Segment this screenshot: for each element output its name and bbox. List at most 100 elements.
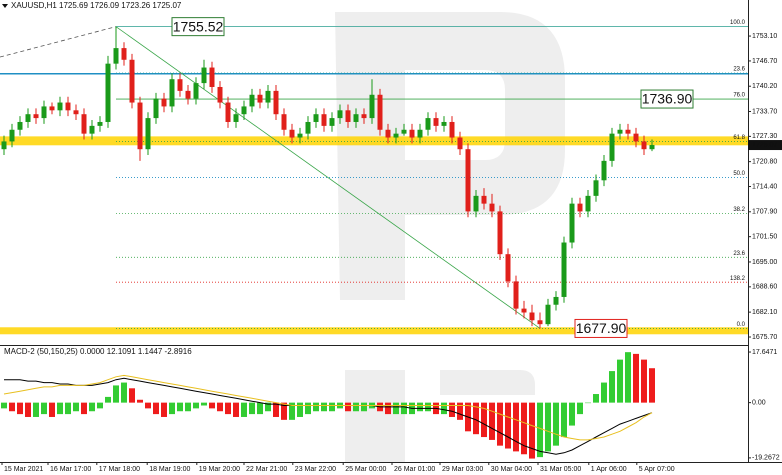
candle-body <box>449 121 455 138</box>
candle-body <box>569 203 575 243</box>
last-price-label: 1725.07 <box>752 142 777 149</box>
price-annotation-label: 1677.90 <box>576 320 627 336</box>
candle-body <box>81 114 87 134</box>
candle-body <box>577 203 583 212</box>
x-tick-label: 17 Mar 18:00 <box>99 466 140 473</box>
y-tick-label: 1733.70 <box>752 108 777 115</box>
macd-histogram-bar <box>289 402 295 420</box>
candle-body <box>9 129 15 142</box>
y-tick-label: 1701.50 <box>752 234 777 241</box>
candle-body <box>369 94 375 119</box>
macd-histogram-bar <box>633 353 639 403</box>
macd-histogram-bar <box>361 402 367 412</box>
candle-body <box>377 94 383 130</box>
macd-histogram-bar <box>161 402 167 417</box>
candle-body <box>1 141 7 150</box>
y-tick-label: 1746.70 <box>752 58 777 65</box>
candle-body <box>425 118 431 130</box>
candle-body <box>129 59 135 103</box>
candle-body <box>265 90 271 103</box>
candle-body <box>433 118 439 126</box>
macd-histogram-bar <box>449 402 455 417</box>
macd-histogram-bar <box>441 402 447 415</box>
macd-histogram-bar <box>129 388 135 403</box>
fib-level-label: 23.6 <box>733 251 745 257</box>
last-price-box <box>748 140 782 151</box>
price-annotation-label: 1736.90 <box>642 91 693 107</box>
macd-histogram-bar <box>241 402 247 417</box>
x-tick-label: 30 Mar 04:00 <box>491 466 532 473</box>
macd-histogram-bar <box>385 402 391 415</box>
candle-body <box>113 48 119 64</box>
macd-histogram-bar <box>569 402 575 426</box>
macd-histogram-bar <box>625 352 631 403</box>
macd-histogram-bar <box>137 399 143 403</box>
candle-body <box>105 63 111 122</box>
fib-level-label: 100.0 <box>730 20 746 26</box>
candle-body <box>489 203 495 212</box>
candle-body <box>281 114 287 130</box>
macd-histogram-bar <box>473 402 479 435</box>
candle-body <box>401 129 407 134</box>
y-tick-label: 1675.70 <box>752 334 777 341</box>
chart-title: XAUUSD,H1 1725.69 1726.09 1723.26 1725.0… <box>11 1 182 10</box>
x-tick-label: 31 Mar 05:00 <box>540 466 581 473</box>
fib-level-label: 0.0 <box>737 322 746 328</box>
macd-histogram-bar <box>577 402 583 415</box>
macd-histogram-bar <box>609 371 615 403</box>
candle-body <box>617 129 623 134</box>
candle-body <box>241 106 247 115</box>
candle-body <box>457 137 463 150</box>
macd-histogram-bar <box>561 402 567 438</box>
y-tick-label: 1682.10 <box>752 309 777 316</box>
macd-histogram-bar <box>57 402 63 415</box>
trend-line <box>0 26 117 58</box>
macd-histogram-bar <box>33 402 39 417</box>
macd-histogram-bar <box>537 402 543 458</box>
candle-body <box>625 129 631 134</box>
price-annotation-box <box>171 17 225 37</box>
candle-body <box>73 110 79 115</box>
y-tick-label: 1688.60 <box>752 284 777 291</box>
candle-body <box>417 129 423 138</box>
candle-body <box>201 67 207 84</box>
candle-body <box>593 180 599 196</box>
price-band <box>0 327 748 335</box>
price-band <box>0 136 748 146</box>
candle-body <box>513 281 519 309</box>
macd-histogram-bar <box>9 402 15 412</box>
macd-histogram-bar <box>49 402 55 417</box>
watermark-logo <box>335 12 565 300</box>
macd-histogram-bar <box>305 402 311 415</box>
x-tick-label: 25 Mar 00:00 <box>345 466 386 473</box>
macd-y-tick-label: 0.00 <box>752 399 766 406</box>
candle-body <box>345 110 351 122</box>
macd-histogram-bar <box>273 402 279 417</box>
candle-body <box>601 160 607 181</box>
macd-histogram-bar <box>153 402 159 415</box>
candle-body <box>409 129 415 138</box>
macd-histogram-bar <box>545 402 551 452</box>
macd-histogram-bar <box>113 385 119 403</box>
y-tick-label: 1727.30 <box>752 133 777 140</box>
macd-histogram-bar <box>417 402 423 412</box>
candle-body <box>273 90 279 115</box>
candle-body <box>169 79 175 107</box>
macd-histogram-bar <box>25 402 31 417</box>
fib-level-label: 50.0 <box>733 171 745 177</box>
candle-body <box>553 296 559 305</box>
macd-histogram-bar <box>17 402 23 415</box>
candle-body <box>505 254 511 282</box>
candle-body <box>97 121 103 126</box>
macd-histogram-bar <box>169 402 175 415</box>
macd-histogram-bar <box>593 394 599 403</box>
macd-histogram-bar <box>649 368 655 403</box>
candle-body <box>217 86 223 103</box>
macd-histogram-bar <box>65 402 71 415</box>
macd-histogram-bar <box>601 382 607 403</box>
macd-histogram-bar <box>281 402 287 420</box>
macd-histogram-bar <box>41 402 47 415</box>
candle-body <box>465 149 471 212</box>
price-annotation-box <box>640 89 694 109</box>
